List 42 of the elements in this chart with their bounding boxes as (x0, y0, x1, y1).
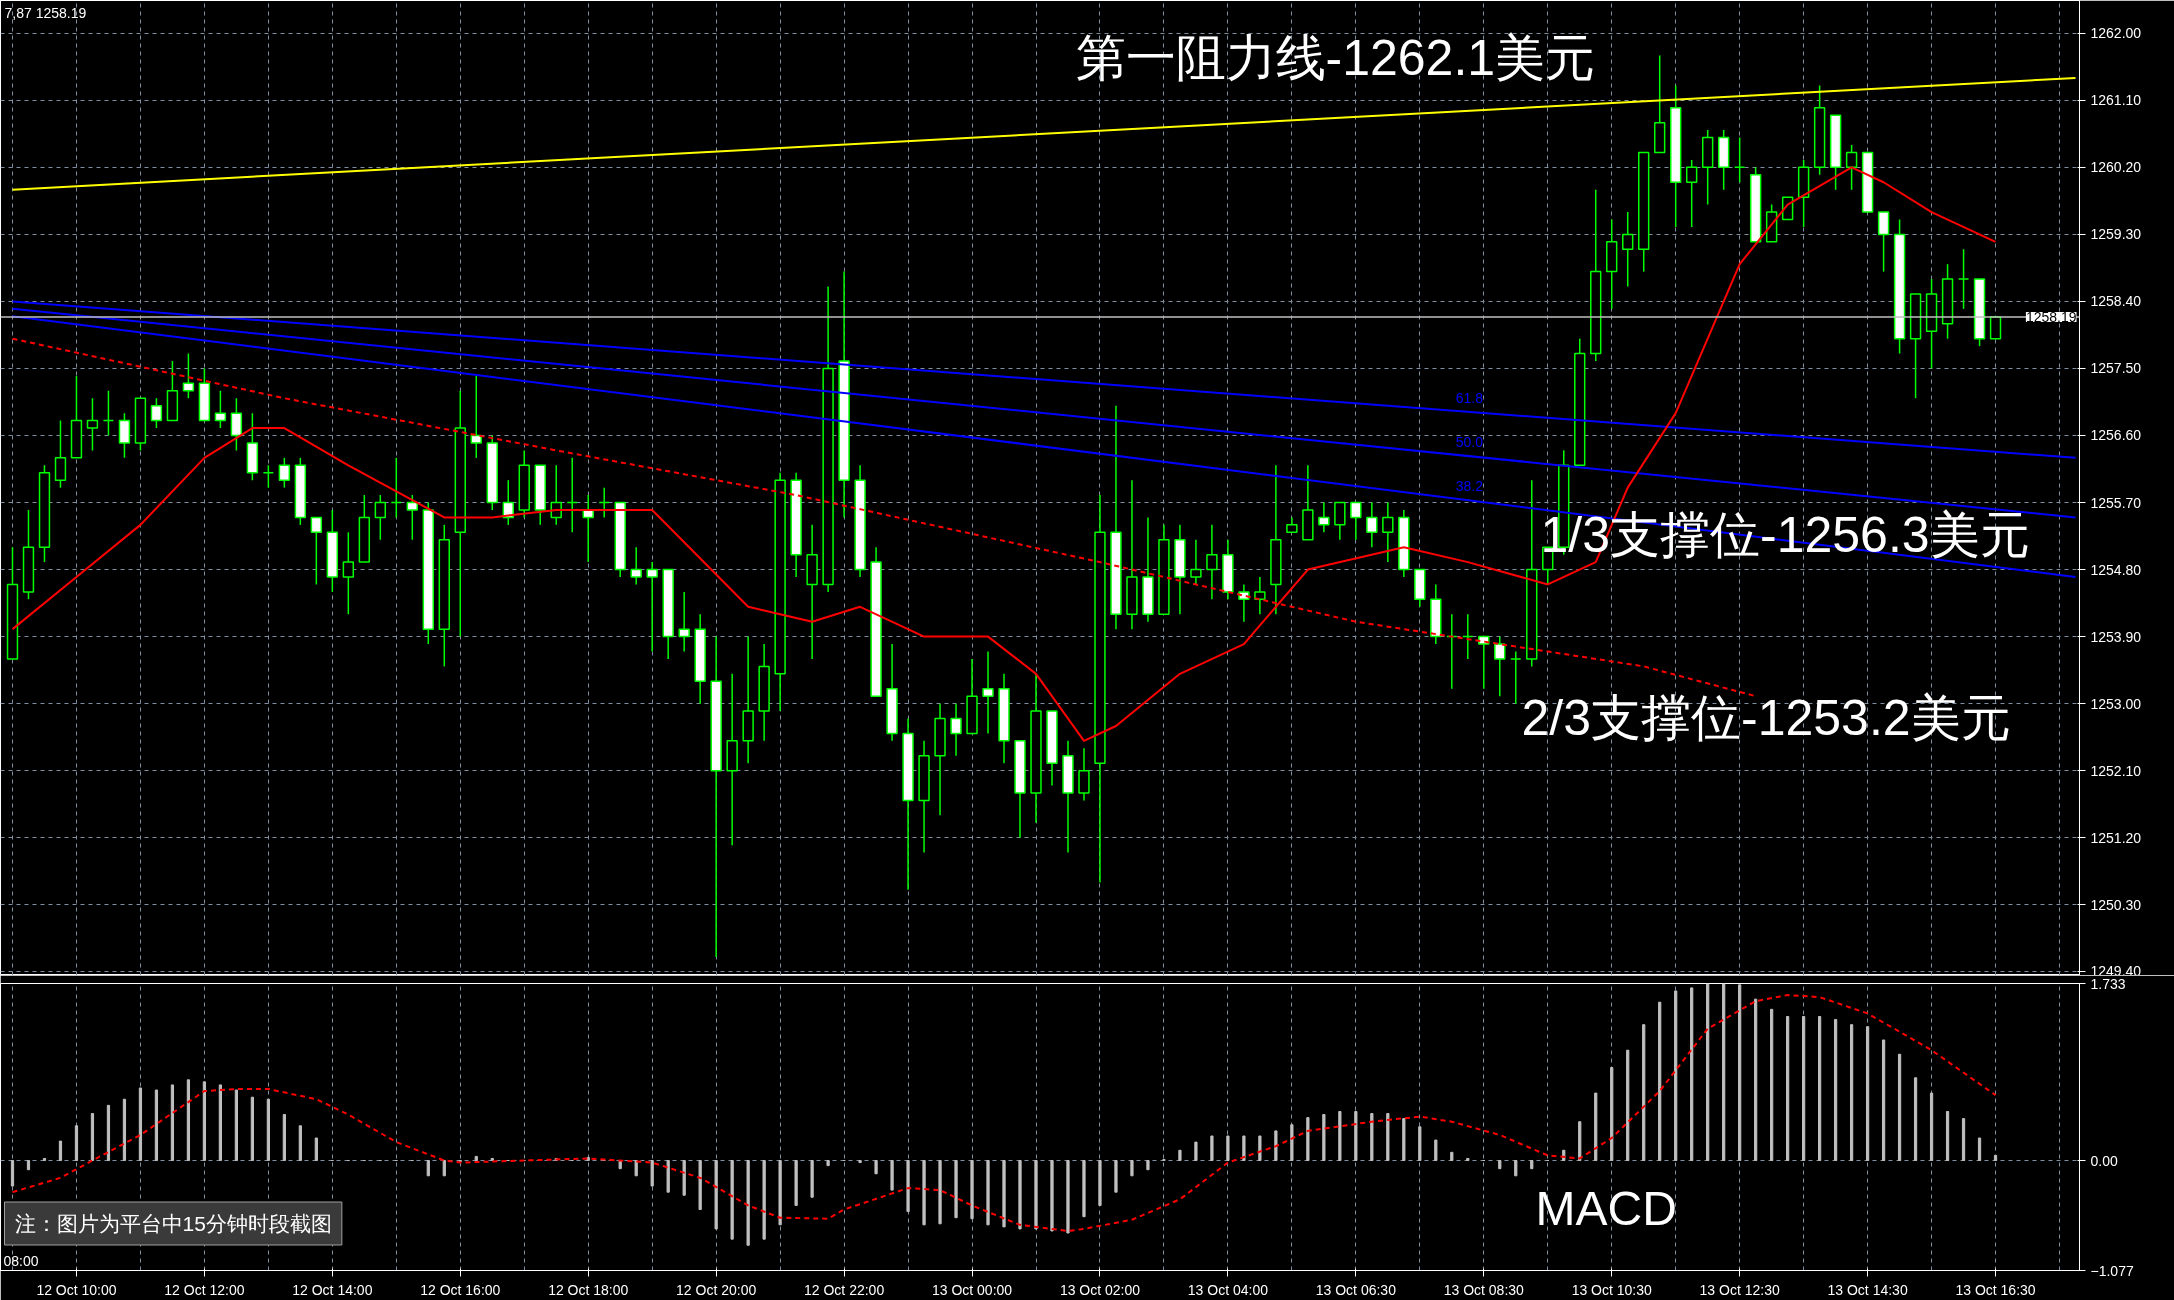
x-tick-label: 13 Oct 00:00 (931, 1281, 1013, 1298)
x-tick-label: 12 Oct 16:00 (420, 1281, 501, 1298)
y-tick-label: 1256.60 (2090, 427, 2142, 444)
y-tick-label: 1253.90 (2090, 628, 2142, 645)
series-label: 50.0 (1455, 433, 1484, 450)
y-tick-label: 1253.00 (2090, 695, 2142, 712)
annotation: 7,87 1258.19 (4, 4, 87, 21)
x-tick-label: 12 Oct 20:00 (676, 1281, 757, 1298)
y-tick-label: 1260.20 (2090, 159, 2142, 176)
y-tick-label: 0.00 (2090, 1152, 2118, 1169)
x-tick-label: 13 Oct 14:30 (1827, 1281, 1908, 1298)
series-label: 38.2 (1455, 477, 1484, 494)
y-tick-label: 1259.30 (2090, 226, 2142, 243)
x-tick-label: 13 Oct 04:00 (1187, 1281, 1269, 1298)
y-tick-label: 1258.40 (2090, 293, 2142, 310)
annotation: 注：图片为平台中15分钟时段截图 (14, 1212, 332, 1235)
x-tick-label: 13 Oct 10:30 (1571, 1281, 1653, 1298)
x-tick-label: 13 Oct 02:00 (1059, 1281, 1141, 1298)
y-tick-label: 1251.20 (2090, 829, 2142, 846)
x-tick-label: 12 Oct 12:00 (164, 1281, 245, 1298)
annotation: 2/3支撑位-1253.2美元 (1521, 689, 2011, 746)
y-tick-label: 1254.80 (2090, 561, 2142, 578)
series-label: 61.8 (1455, 389, 1484, 406)
y-tick-label: −1.077 (2090, 1262, 2134, 1279)
x-tick-label: 13 Oct 16:30 (1955, 1281, 2036, 1298)
annotation: MACD (1535, 1182, 1677, 1235)
x-tick-label: 13 Oct 06:30 (1315, 1281, 1397, 1298)
y-tick-label: 1255.70 (2090, 494, 2142, 511)
y-tick-label: 1257.50 (2090, 360, 2142, 377)
annotation: 08:00 (3, 1252, 39, 1269)
x-tick-label: 13 Oct 12:30 (1699, 1281, 1780, 1298)
ref-line-label: 1258.19 (2025, 309, 2077, 326)
y-tick-label: 1250.30 (2090, 896, 2142, 913)
x-tick-label: 13 Oct 08:30 (1443, 1281, 1525, 1298)
x-tick-label: 12 Oct 22:00 (804, 1281, 885, 1298)
x-tick-label: 12 Oct 14:00 (292, 1281, 373, 1298)
x-tick-label: 12 Oct 18:00 (548, 1281, 629, 1298)
y-tick-label: 1252.10 (2090, 762, 2142, 779)
x-tick-label: 12 Oct 10:00 (36, 1281, 117, 1298)
y-tick-label: 1261.10 (2090, 92, 2142, 109)
y-tick-label: 1262.00 (2090, 25, 2142, 42)
annotation: 第一阻力线-1262.1美元 (1075, 29, 1596, 86)
